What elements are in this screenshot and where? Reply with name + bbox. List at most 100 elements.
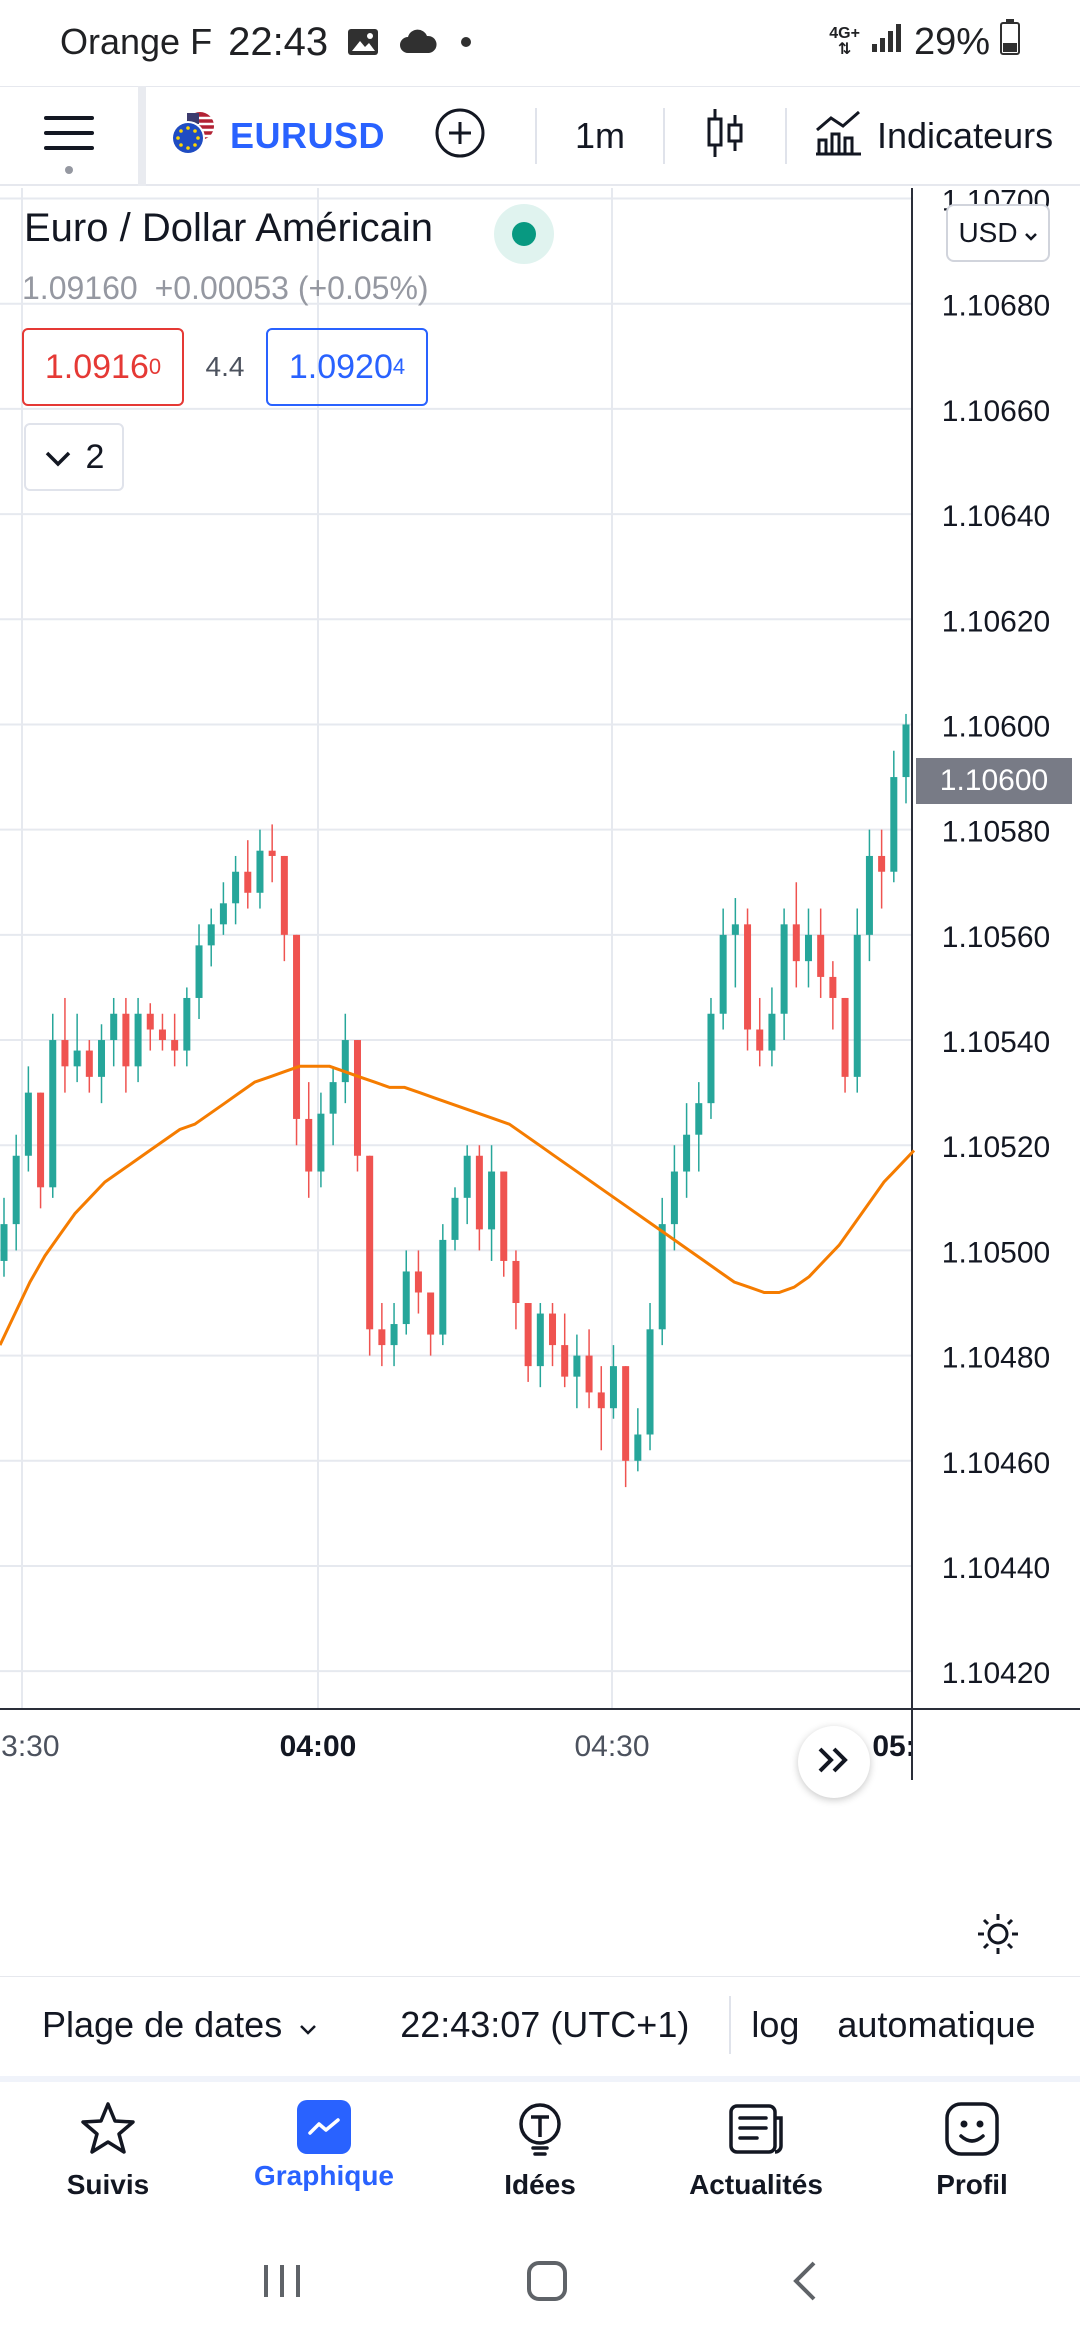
candle-body (341, 1040, 349, 1083)
nav-watchlist[interactable]: Suivis (0, 2082, 216, 2226)
candle-body (98, 1040, 106, 1077)
chart-area[interactable]: 1.10700 1.10680 1.10660 1.10640 1.10620 1.106… (0, 188, 1080, 1954)
ask-price: 1.0920 (288, 347, 393, 386)
date-range-button[interactable]: Plage de dates (42, 2004, 318, 2046)
candle-body (390, 1324, 398, 1346)
candle-body (12, 1155, 20, 1225)
bid-pip: 0 (148, 354, 162, 379)
price-chart[interactable]: 1.107001.106801.106601.106401.106201.106… (0, 188, 1080, 1900)
recent-apps-icon[interactable] (260, 2261, 304, 2306)
candle-body (536, 1313, 544, 1367)
buy-button[interactable]: 1.0920 4 (266, 328, 428, 406)
candle-body (549, 1313, 557, 1346)
candle-body (195, 945, 203, 998)
candle-body (609, 1366, 617, 1409)
notification-dot (65, 165, 73, 174)
bid-ask-panel: 1.0916 0 4.4 1.0920 4 (22, 328, 428, 406)
y-tick-label: 1.10540 (942, 1026, 1050, 1059)
y-tick-label: 1.10520 (942, 1131, 1050, 1164)
candle-body (585, 1355, 593, 1393)
news-icon (727, 2100, 785, 2163)
menu-button[interactable] (0, 86, 138, 186)
y-tick-label: 1.10560 (942, 921, 1050, 954)
candle-body (317, 1113, 325, 1172)
home-icon[interactable] (525, 2259, 569, 2308)
nav-ideas[interactable]: Idées (432, 2082, 648, 2226)
candle-body (158, 1029, 166, 1041)
double-chevron-right-icon (816, 1745, 852, 1780)
scroll-to-realtime-button[interactable] (798, 1726, 870, 1798)
star-icon (79, 2100, 137, 2163)
x-tick-label: 04:00 (280, 1730, 357, 1763)
log-scale-toggle[interactable]: log (751, 2003, 800, 2045)
candle-body (49, 1040, 57, 1188)
network-type: 4G+ ⇅ (829, 26, 860, 58)
candle-body (439, 1239, 447, 1335)
nav-news[interactable]: Actualités (648, 2082, 864, 2226)
nav-profile[interactable]: Profil (864, 2082, 1080, 2226)
auto-scale-toggle[interactable]: automatique (837, 2003, 1036, 2045)
candle-body (427, 1292, 435, 1335)
candle-body (463, 1155, 471, 1198)
chart-settings-button[interactable] (970, 1908, 1026, 1964)
compare-symbol-button[interactable] (385, 86, 535, 186)
candle-body (488, 1171, 496, 1230)
moving-average-line (0, 1064, 916, 1346)
candle-body (890, 777, 898, 872)
indicators-icon (813, 108, 863, 163)
interval-button[interactable]: 1m (537, 86, 663, 186)
candle-body (207, 924, 215, 946)
battery-percent: 29% (913, 20, 990, 63)
candle-body (744, 924, 752, 1030)
interval-label: 1m (575, 114, 626, 156)
back-icon[interactable] (790, 2259, 820, 2308)
legend-collapse-button[interactable]: 2 (24, 423, 124, 491)
candle-body (841, 997, 849, 1077)
toolbar-separator (535, 107, 538, 164)
ask-pip: 4 (392, 354, 406, 379)
timezone-clock[interactable]: 22:43:07 (UTC+1) (400, 2003, 690, 2045)
candle-body (451, 1197, 459, 1240)
candle-body (695, 1103, 703, 1135)
bottom-navigation: Suivis Graphique Idées Actualités Profil (0, 2076, 1080, 2226)
candle-body (683, 1134, 691, 1172)
candle-body (817, 934, 825, 977)
symbol-selector[interactable]: EURUSD (168, 108, 385, 163)
chevron-down-icon (44, 438, 72, 477)
candle-body (414, 1271, 422, 1293)
toolbar-separator (785, 107, 788, 164)
chevron-down-icon (1024, 217, 1038, 249)
candle-body (244, 871, 252, 893)
nav-label: Graphique (253, 2160, 394, 2191)
flag-icon (168, 108, 218, 163)
signal-icon (870, 21, 904, 64)
y-tick-label: 1.10440 (942, 1552, 1050, 1585)
candle-body (865, 855, 873, 935)
x-tick-label: 04:30 (574, 1730, 649, 1763)
candlestick-icon (705, 107, 745, 164)
indicators-button[interactable]: Indicateurs (787, 108, 1053, 163)
candle-body (183, 997, 191, 1051)
system-navigation-bar (0, 2226, 1080, 2340)
smiley-icon (943, 2100, 1001, 2163)
y-tick-label: 1.10500 (942, 1236, 1050, 1269)
candle-body (24, 1092, 32, 1156)
symbol-description: Euro / Dollar Américain (24, 206, 434, 250)
indicators-label: Indicateurs (877, 114, 1054, 156)
y-tick-label: 1.10660 (942, 395, 1050, 428)
x-tick-label: 03:30 (0, 1730, 60, 1763)
data-arrows-icon: ⇅ (837, 41, 852, 58)
bid-price: 1.0916 (44, 347, 149, 386)
currency-selector[interactable]: USD (946, 204, 1050, 262)
candle-body (902, 724, 910, 778)
nav-label: Suivis (66, 2169, 150, 2200)
sell-button[interactable]: 1.0916 0 (22, 328, 184, 406)
candle-body (366, 1155, 374, 1330)
x-tick-label: 05: (872, 1730, 915, 1763)
nav-chart[interactable]: Graphique (216, 2082, 432, 2226)
current-price-label: 1.10600 (916, 758, 1072, 804)
y-tick-label: 1.10420 (942, 1657, 1050, 1690)
y-tick-label: 1.10620 (942, 605, 1050, 638)
chart-type-button[interactable] (665, 86, 785, 186)
last-price: 1.09160 (22, 270, 138, 306)
